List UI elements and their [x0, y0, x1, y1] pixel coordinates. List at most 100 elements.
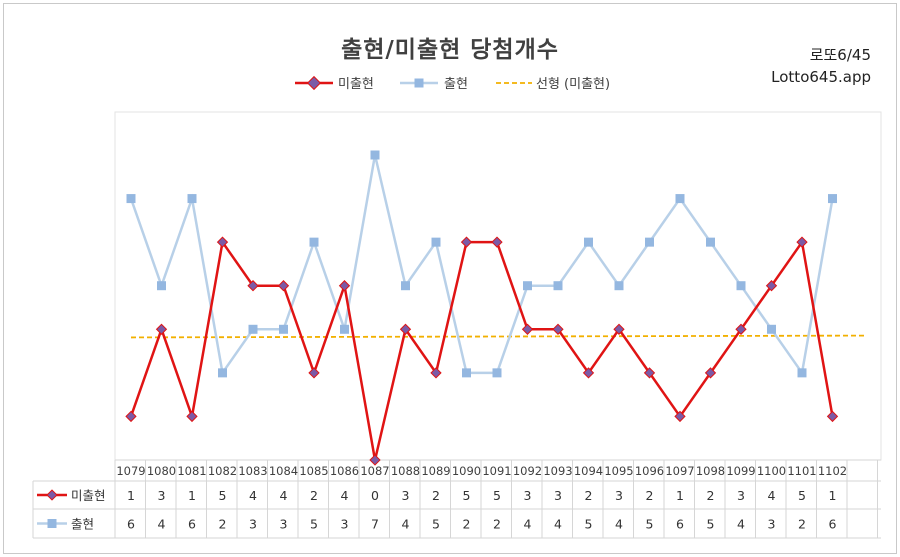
table-cell-appeared: 6 [676, 517, 684, 532]
x-tick-labels: 1079 1080 1081 1082 1083 1084 1085 1086 1087 1088… [116, 464, 847, 478]
table-cell-appeared: 5 [432, 517, 440, 532]
table-cell-appeared: 5 [310, 517, 318, 532]
series-missing-point [704, 367, 717, 379]
table-cell-missing: 1 [676, 488, 684, 503]
series-missing-line [129, 238, 834, 461]
table-cell-appeared: 3 [341, 517, 349, 532]
series-missing-point [643, 367, 656, 379]
series-missing-point [826, 410, 839, 423]
series-appeared-point [157, 281, 166, 291]
series-missing-point [308, 367, 320, 379]
table-cell-missing: 2 [707, 488, 715, 503]
series-appeared-point [126, 194, 136, 204]
series-missing-point [582, 367, 595, 379]
table-cell-missing: 4 [341, 488, 349, 503]
series-missing-point [735, 323, 747, 335]
x-tick-label: 1099 [726, 464, 755, 478]
x-tick-label: 1081 [177, 464, 206, 478]
series-appeared-point [492, 368, 502, 378]
series-appeared-point [797, 368, 807, 378]
table-cell-appeared: 3 [249, 517, 257, 532]
table-cell-appeared: 4 [554, 517, 562, 532]
table-cell-appeared: 2 [463, 517, 471, 532]
series-missing-point [338, 280, 351, 292]
table-cell-missing: 2 [310, 488, 318, 503]
brand-url: Lotto645.app [771, 68, 871, 86]
series-appeared-point [645, 237, 654, 247]
table-cell-missing: 3 [615, 488, 623, 503]
brand-label: 로또6/45 [809, 46, 871, 64]
x-tick-label: 1102 [818, 464, 847, 478]
table-cell-appeared: 2 [219, 517, 227, 532]
series-missing-point [216, 236, 229, 248]
table-cell-missing: 5 [798, 488, 806, 503]
series-missing [125, 236, 839, 466]
series-appeared-point [218, 368, 227, 378]
table-cell-appeared: 6 [188, 517, 196, 532]
table-cell-missing: 1 [127, 488, 135, 503]
series-missing-point [491, 236, 503, 248]
x-tick-label: 1092 [513, 464, 542, 478]
series-missing-point [155, 323, 168, 335]
table-cell-missing: 4 [768, 488, 776, 503]
table-cell-appeared: 7 [371, 517, 379, 532]
series-appeared-point [675, 194, 685, 204]
table-cell-appeared: 4 [737, 517, 745, 532]
data-table [32, 459, 881, 539]
table-cell-missing: 0 [371, 488, 379, 503]
table-cell-appeared: 6 [127, 517, 135, 532]
series-appeared-point [370, 150, 380, 160]
x-tick-label: 1082 [208, 464, 237, 478]
table-cell-missing: 3 [158, 488, 166, 503]
series-appeared-point [523, 281, 532, 291]
x-tick-label: 1080 [147, 464, 176, 478]
table-cell-appeared: 2 [798, 517, 806, 532]
table-cell-missing: 5 [219, 488, 227, 503]
table-cell-appeared: 4 [402, 517, 410, 532]
series-appeared-point [187, 194, 197, 204]
table-cell-appeared: 4 [615, 517, 623, 532]
legend: 미출현 출현 선형 (미출현) [295, 75, 610, 92]
table-cell-appeared: 4 [524, 517, 532, 532]
x-tick-label: 1101 [787, 464, 816, 478]
series-missing-point [430, 367, 442, 379]
x-tick-label: 1095 [604, 464, 633, 478]
series-appeared-point [553, 281, 563, 291]
series-appeared-line [129, 154, 834, 377]
table-cell-missing: 5 [463, 488, 471, 503]
x-tick-label: 1093 [543, 464, 572, 478]
series-appeared-point [401, 281, 410, 291]
series-appeared-point [584, 237, 593, 247]
table-cell-missing: 5 [493, 488, 501, 503]
series-appeared-point [614, 281, 624, 291]
series-missing-point [186, 410, 198, 423]
x-tick-label: 1098 [696, 464, 725, 478]
series-missing-point [796, 236, 808, 248]
table-key-appeared-marker [47, 519, 57, 528]
x-tick-label: 1100 [757, 464, 786, 478]
series-appeared-point [706, 237, 715, 247]
table-row-label-missing: 미출현 [71, 488, 106, 503]
x-tick-label: 1097 [665, 464, 694, 478]
series-missing-point [765, 280, 778, 292]
table-cell-missing: 3 [402, 488, 410, 503]
x-tick-label: 1089 [421, 464, 450, 478]
series-missing-point [247, 280, 259, 292]
series-missing-point [521, 323, 534, 335]
table-row-label-appeared: 출현 [71, 517, 94, 532]
table-key-missing-marker [46, 489, 58, 501]
series-appeared-point [431, 237, 441, 247]
x-tick-label: 1094 [574, 464, 603, 478]
series-appeared [126, 150, 837, 378]
table-cell-missing: 3 [554, 488, 562, 503]
table-cell-appeared: 3 [280, 517, 288, 532]
series-missing-point [460, 236, 473, 248]
x-tick-label: 1083 [238, 464, 267, 478]
series-appeared-point [462, 368, 471, 378]
series-appeared-point [828, 194, 837, 204]
table-cell-missing: 4 [249, 488, 257, 503]
series-missing-point [674, 410, 686, 423]
series-missing-point [399, 323, 412, 335]
